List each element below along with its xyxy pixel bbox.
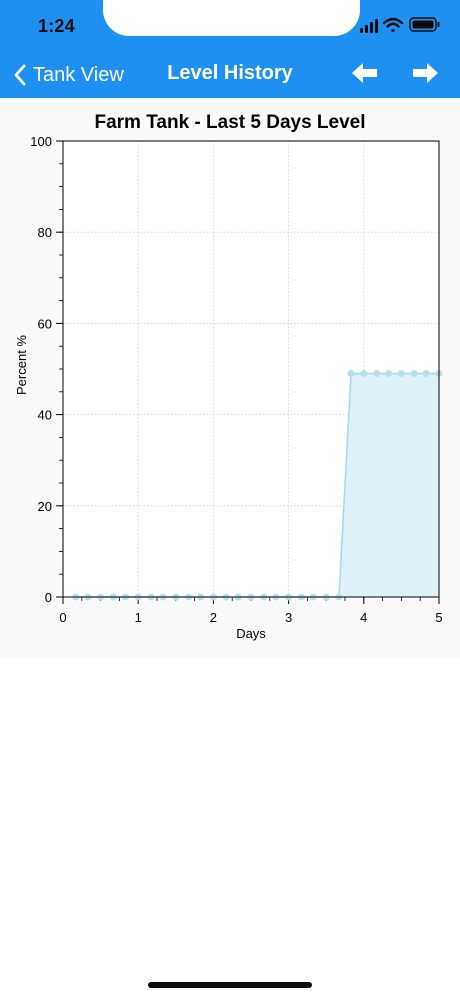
x-tick-label: 5 [435, 610, 442, 625]
device-notch [103, 0, 360, 36]
plot-frame [62, 140, 440, 598]
y-tick-label: 20 [38, 499, 52, 514]
data-point [422, 370, 430, 378]
arrow-right-icon [413, 63, 438, 83]
x-tick-label: 3 [285, 610, 292, 625]
x-tick-label: 2 [210, 610, 217, 625]
chart-area: Farm Tank - Last 5 Days Level 0 20 40 60 80 1… [0, 98, 460, 658]
data-point [397, 370, 405, 378]
data-point [410, 370, 418, 378]
x-axis-label: Days [236, 626, 266, 641]
previous-button[interactable] [350, 60, 380, 86]
wifi-icon [382, 17, 404, 33]
nav-header: 1:24 Tank View Level [0, 0, 460, 98]
data-point [360, 370, 368, 378]
level-chart: 0 20 40 60 80 100 0 1 2 3 4 5 Days Percent % [14, 134, 443, 641]
y-tick-label: 100 [30, 134, 52, 149]
back-button-label: Tank View [33, 63, 124, 86]
y-tick-label: 60 [38, 316, 52, 331]
back-button[interactable]: Tank View [12, 60, 124, 90]
data-point [347, 370, 355, 378]
data-point [385, 370, 393, 378]
status-icons [360, 15, 442, 35]
signal-icon [360, 19, 378, 33]
data-point [373, 370, 381, 378]
arrow-left-icon [352, 63, 377, 83]
x-tick-label: 1 [135, 610, 142, 625]
y-tick-label: 40 [38, 408, 52, 423]
home-indicator[interactable] [148, 982, 312, 988]
y-tick-label: 80 [38, 225, 52, 240]
chevron-left-icon [14, 64, 26, 86]
y-axis-label: Percent % [14, 335, 29, 395]
chart-title: Farm Tank - Last 5 Days Level [94, 112, 366, 133]
battery-icon [409, 17, 440, 32]
y-tick-label: 0 [45, 590, 52, 605]
x-tick-label: 0 [59, 610, 66, 625]
status-time: 1:24 [38, 16, 75, 36]
next-button[interactable] [410, 60, 440, 86]
page-title: Level History [167, 62, 293, 84]
x-tick-label: 4 [360, 610, 367, 625]
